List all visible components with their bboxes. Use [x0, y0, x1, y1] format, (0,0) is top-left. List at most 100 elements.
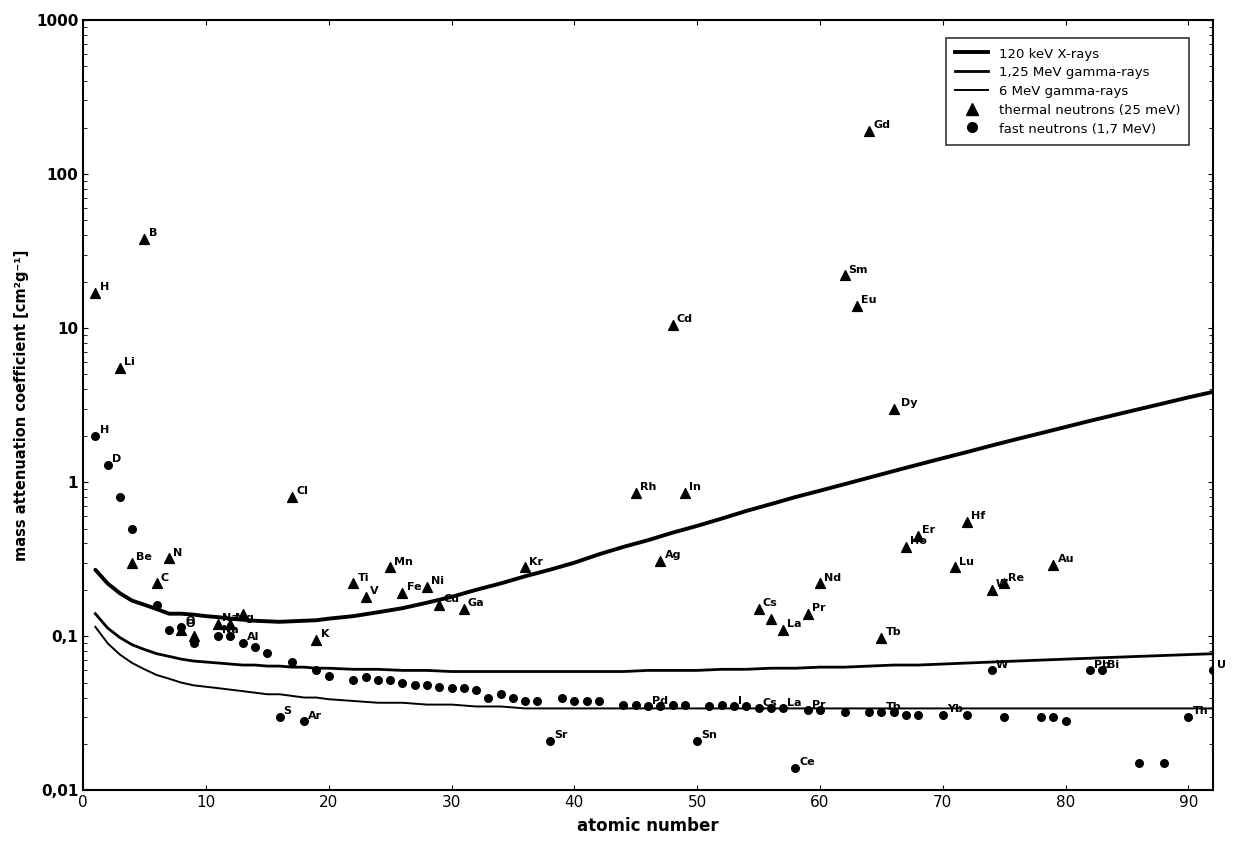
Point — [1032, 710, 1052, 723]
Text: Na: Na — [222, 613, 239, 623]
Text: Tb: Tb — [885, 701, 901, 711]
Text: O: O — [186, 619, 195, 629]
Text: La: La — [787, 619, 802, 629]
Text: C: C — [161, 573, 169, 582]
Point — [269, 710, 289, 723]
Point — [994, 576, 1014, 590]
Point — [258, 646, 278, 660]
Point — [184, 637, 203, 650]
Point — [564, 694, 584, 708]
Point — [516, 694, 536, 708]
Point — [626, 486, 646, 500]
Text: Ni: Ni — [432, 576, 444, 586]
Point — [675, 486, 694, 500]
Point — [454, 682, 474, 695]
Point — [516, 560, 536, 574]
Point — [994, 710, 1014, 723]
Text: Kr: Kr — [529, 557, 543, 566]
Point — [319, 669, 339, 683]
Point — [208, 617, 228, 631]
Text: Cd: Cd — [677, 314, 693, 324]
Text: Pb: Pb — [1094, 660, 1110, 670]
Point — [479, 691, 498, 705]
Point — [761, 701, 781, 715]
Point — [539, 734, 559, 747]
Text: Ti: Ti — [357, 573, 370, 582]
Point — [712, 698, 732, 711]
Point — [146, 576, 166, 590]
Point — [897, 708, 916, 722]
Point — [343, 576, 363, 590]
Point — [761, 612, 781, 626]
Text: Eu: Eu — [861, 295, 877, 305]
Text: S: S — [284, 706, 291, 716]
Point — [675, 698, 694, 711]
Point — [356, 671, 376, 684]
Point — [86, 429, 105, 442]
X-axis label: atomic number: atomic number — [577, 817, 719, 835]
Text: Er: Er — [923, 525, 935, 535]
Point — [835, 268, 854, 282]
Point — [577, 694, 596, 708]
Point — [123, 556, 143, 570]
Point — [343, 673, 363, 687]
Point — [982, 664, 1002, 678]
Point — [835, 706, 854, 719]
Point — [110, 362, 130, 375]
Text: Ga: Ga — [467, 599, 485, 609]
Point — [1055, 715, 1075, 728]
Point — [982, 583, 1002, 597]
Text: V: V — [370, 586, 378, 596]
Point — [454, 602, 474, 616]
Point — [872, 706, 892, 719]
Point — [306, 633, 326, 646]
Point — [171, 623, 191, 637]
Text: H: H — [99, 282, 109, 292]
Point — [381, 560, 401, 574]
Point — [589, 694, 609, 708]
Point — [159, 623, 179, 637]
Point — [356, 590, 376, 604]
Point — [1043, 710, 1063, 723]
Text: Rh: Rh — [640, 482, 656, 492]
Point — [110, 490, 130, 503]
Text: Hf: Hf — [971, 511, 986, 521]
Text: Ar: Ar — [309, 711, 322, 721]
Point — [441, 682, 461, 695]
Point — [527, 694, 547, 708]
Point — [932, 708, 952, 722]
Point — [368, 673, 388, 687]
Point — [491, 688, 511, 701]
Text: K: K — [321, 629, 329, 639]
Point — [724, 700, 744, 713]
Point — [639, 700, 658, 713]
Text: Tb: Tb — [885, 627, 901, 637]
Text: Yb: Yb — [947, 704, 962, 714]
Text: Pr: Pr — [812, 700, 826, 710]
Point — [908, 529, 928, 543]
Text: Na: Na — [222, 626, 239, 635]
Legend: 120 keV X-rays, 1,25 MeV gamma-rays, 6 MeV gamma-rays, thermal neutrons (25 meV): 120 keV X-rays, 1,25 MeV gamma-rays, 6 M… — [946, 38, 1189, 144]
Point — [294, 715, 314, 728]
Y-axis label: mass attenuation coefficient [cm²g⁻¹]: mass attenuation coefficient [cm²g⁻¹] — [14, 250, 29, 561]
Point — [810, 704, 830, 717]
Text: Cu: Cu — [444, 594, 459, 604]
Text: Cl: Cl — [296, 486, 308, 497]
Text: O: O — [186, 616, 195, 626]
Point — [650, 554, 670, 567]
Text: Dy: Dy — [900, 398, 918, 408]
Text: Be: Be — [136, 552, 153, 562]
Point — [859, 124, 879, 138]
Text: Gd: Gd — [873, 121, 890, 130]
Point — [184, 629, 203, 643]
Point — [785, 761, 805, 774]
Point — [1178, 710, 1198, 723]
Point — [872, 631, 892, 644]
Point — [159, 552, 179, 565]
Point — [552, 691, 572, 705]
Point — [393, 676, 413, 689]
Point — [281, 655, 301, 669]
Point — [737, 700, 756, 713]
Point — [1130, 756, 1149, 770]
Point — [233, 607, 253, 621]
